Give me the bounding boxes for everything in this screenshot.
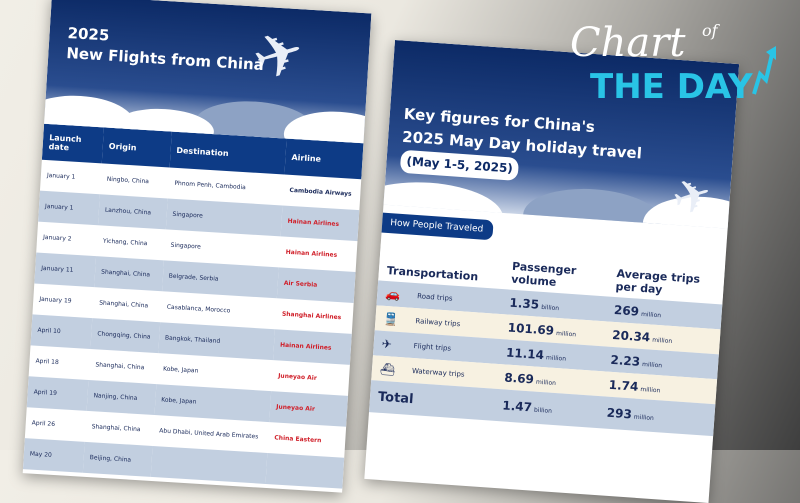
mode-label: Railway trips: [415, 316, 461, 328]
mode-label: Flight trips: [413, 341, 452, 353]
origin: Shanghai, China: [99, 299, 149, 310]
airline-logo: Shanghai Airlines: [281, 310, 342, 322]
airline-logo: Hainan Airlines: [280, 205, 360, 242]
destination: [150, 445, 268, 484]
origin: Nanjing, China: [86, 379, 157, 416]
volume-value: 8.69: [503, 369, 535, 386]
origin: Shanghai, China: [94, 256, 164, 292]
airline-logo: Hainan Airlines: [273, 329, 352, 365]
launch-date: January 19: [39, 295, 72, 305]
total-avg-unit: million: [633, 413, 655, 422]
flights-table: Launch date Origin Destination Airline J…: [22, 123, 364, 489]
logo-the-day: THE DAY: [590, 67, 753, 107]
volume-value: 1.35: [509, 295, 540, 312]
volume-unit: million: [545, 353, 567, 363]
origin: Shanghai, China: [91, 423, 141, 434]
airline-logo: [265, 453, 345, 489]
launch-date: April 10: [30, 314, 93, 350]
avg-unit: million: [651, 336, 673, 345]
chart-of-the-day-logo: Chart of THE DAY: [570, 20, 776, 107]
col-origin: Origin: [101, 127, 172, 168]
col-airline: Airline: [284, 138, 364, 180]
right-title: Key figures for China's 2025 May Day hol…: [399, 103, 644, 190]
airline-logo: Air Serbia: [276, 267, 356, 303]
left-header: ✈ 2025 New Flights from China: [44, 0, 372, 144]
volume-unit: billion: [540, 303, 560, 312]
airline-logo: Juneyao Air: [277, 372, 317, 382]
airline-logo: Juneyao Air: [269, 391, 349, 427]
avg-value: 2.23: [610, 352, 641, 369]
total-volume-unit: billion: [533, 406, 553, 415]
volume-value: 101.69: [507, 320, 555, 338]
total-avg: 293: [606, 405, 633, 422]
total-volume: 1.47: [501, 398, 533, 415]
new-flights-infographic: ✈ 2025 New Flights from China Launch dat…: [22, 0, 372, 493]
launch-date: May 20: [22, 438, 85, 473]
avg-value: 269: [613, 302, 640, 319]
launch-date: April 18: [35, 357, 59, 367]
logo-chart: Chart: [570, 20, 686, 66]
origin: Ningbo, China: [106, 175, 150, 186]
volume-unit: million: [555, 329, 577, 338]
origin: Lanzhou, China: [97, 194, 168, 230]
airline-logo: Hainan Airlines: [285, 248, 338, 259]
may-day-infographic: ✈ Key figures for China's 2025 May Day h…: [364, 40, 740, 503]
ship-icon: ⛴: [379, 361, 396, 377]
launch-date: January 1: [38, 190, 100, 226]
travel-table: Transportation Passenger volume Average …: [368, 240, 726, 437]
airline-logo: China Eastern: [274, 434, 322, 445]
arrow-head-icon: [766, 46, 776, 60]
train-icon: 🚆: [383, 311, 399, 327]
mode-label: Waterway trips: [411, 366, 465, 379]
plane-icon: ✈: [381, 336, 393, 352]
col-passenger-volume: Passenger volume: [510, 259, 577, 289]
origin: Beijing, China: [82, 441, 153, 477]
origin: Shanghai, China: [95, 361, 145, 372]
car-icon: 🚗: [384, 286, 401, 302]
avg-value: 1.74: [608, 377, 639, 394]
launch-date: January 2: [42, 233, 72, 243]
avg-unit: million: [640, 385, 661, 394]
avg-value: 20.34: [611, 327, 651, 345]
section-label: How People Traveled: [379, 212, 494, 241]
launch-date: April 26: [31, 419, 56, 428]
total-label: Total: [377, 389, 415, 407]
launch-date: April 19: [26, 376, 89, 411]
origin: Chongqing, China: [90, 318, 160, 354]
launch-date: January 1: [46, 172, 76, 181]
col-average-trips: Average trips per day: [615, 267, 701, 297]
avg-unit: million: [641, 360, 663, 369]
launch-date: January 11: [34, 252, 97, 288]
left-title: 2025 New Flights from China: [65, 24, 265, 75]
col-launch-date: Launch date: [41, 123, 104, 164]
trend-arrow-icon: [752, 53, 774, 95]
airline-logo: Cambodia Airways: [289, 186, 352, 198]
volume-unit: million: [535, 378, 557, 387]
avg-unit: million: [640, 310, 662, 319]
volume-value: 11.14: [505, 345, 545, 362]
mode-label: Road trips: [416, 291, 453, 303]
logo-of: of: [702, 21, 721, 40]
origin: Yichang, China: [102, 237, 148, 248]
